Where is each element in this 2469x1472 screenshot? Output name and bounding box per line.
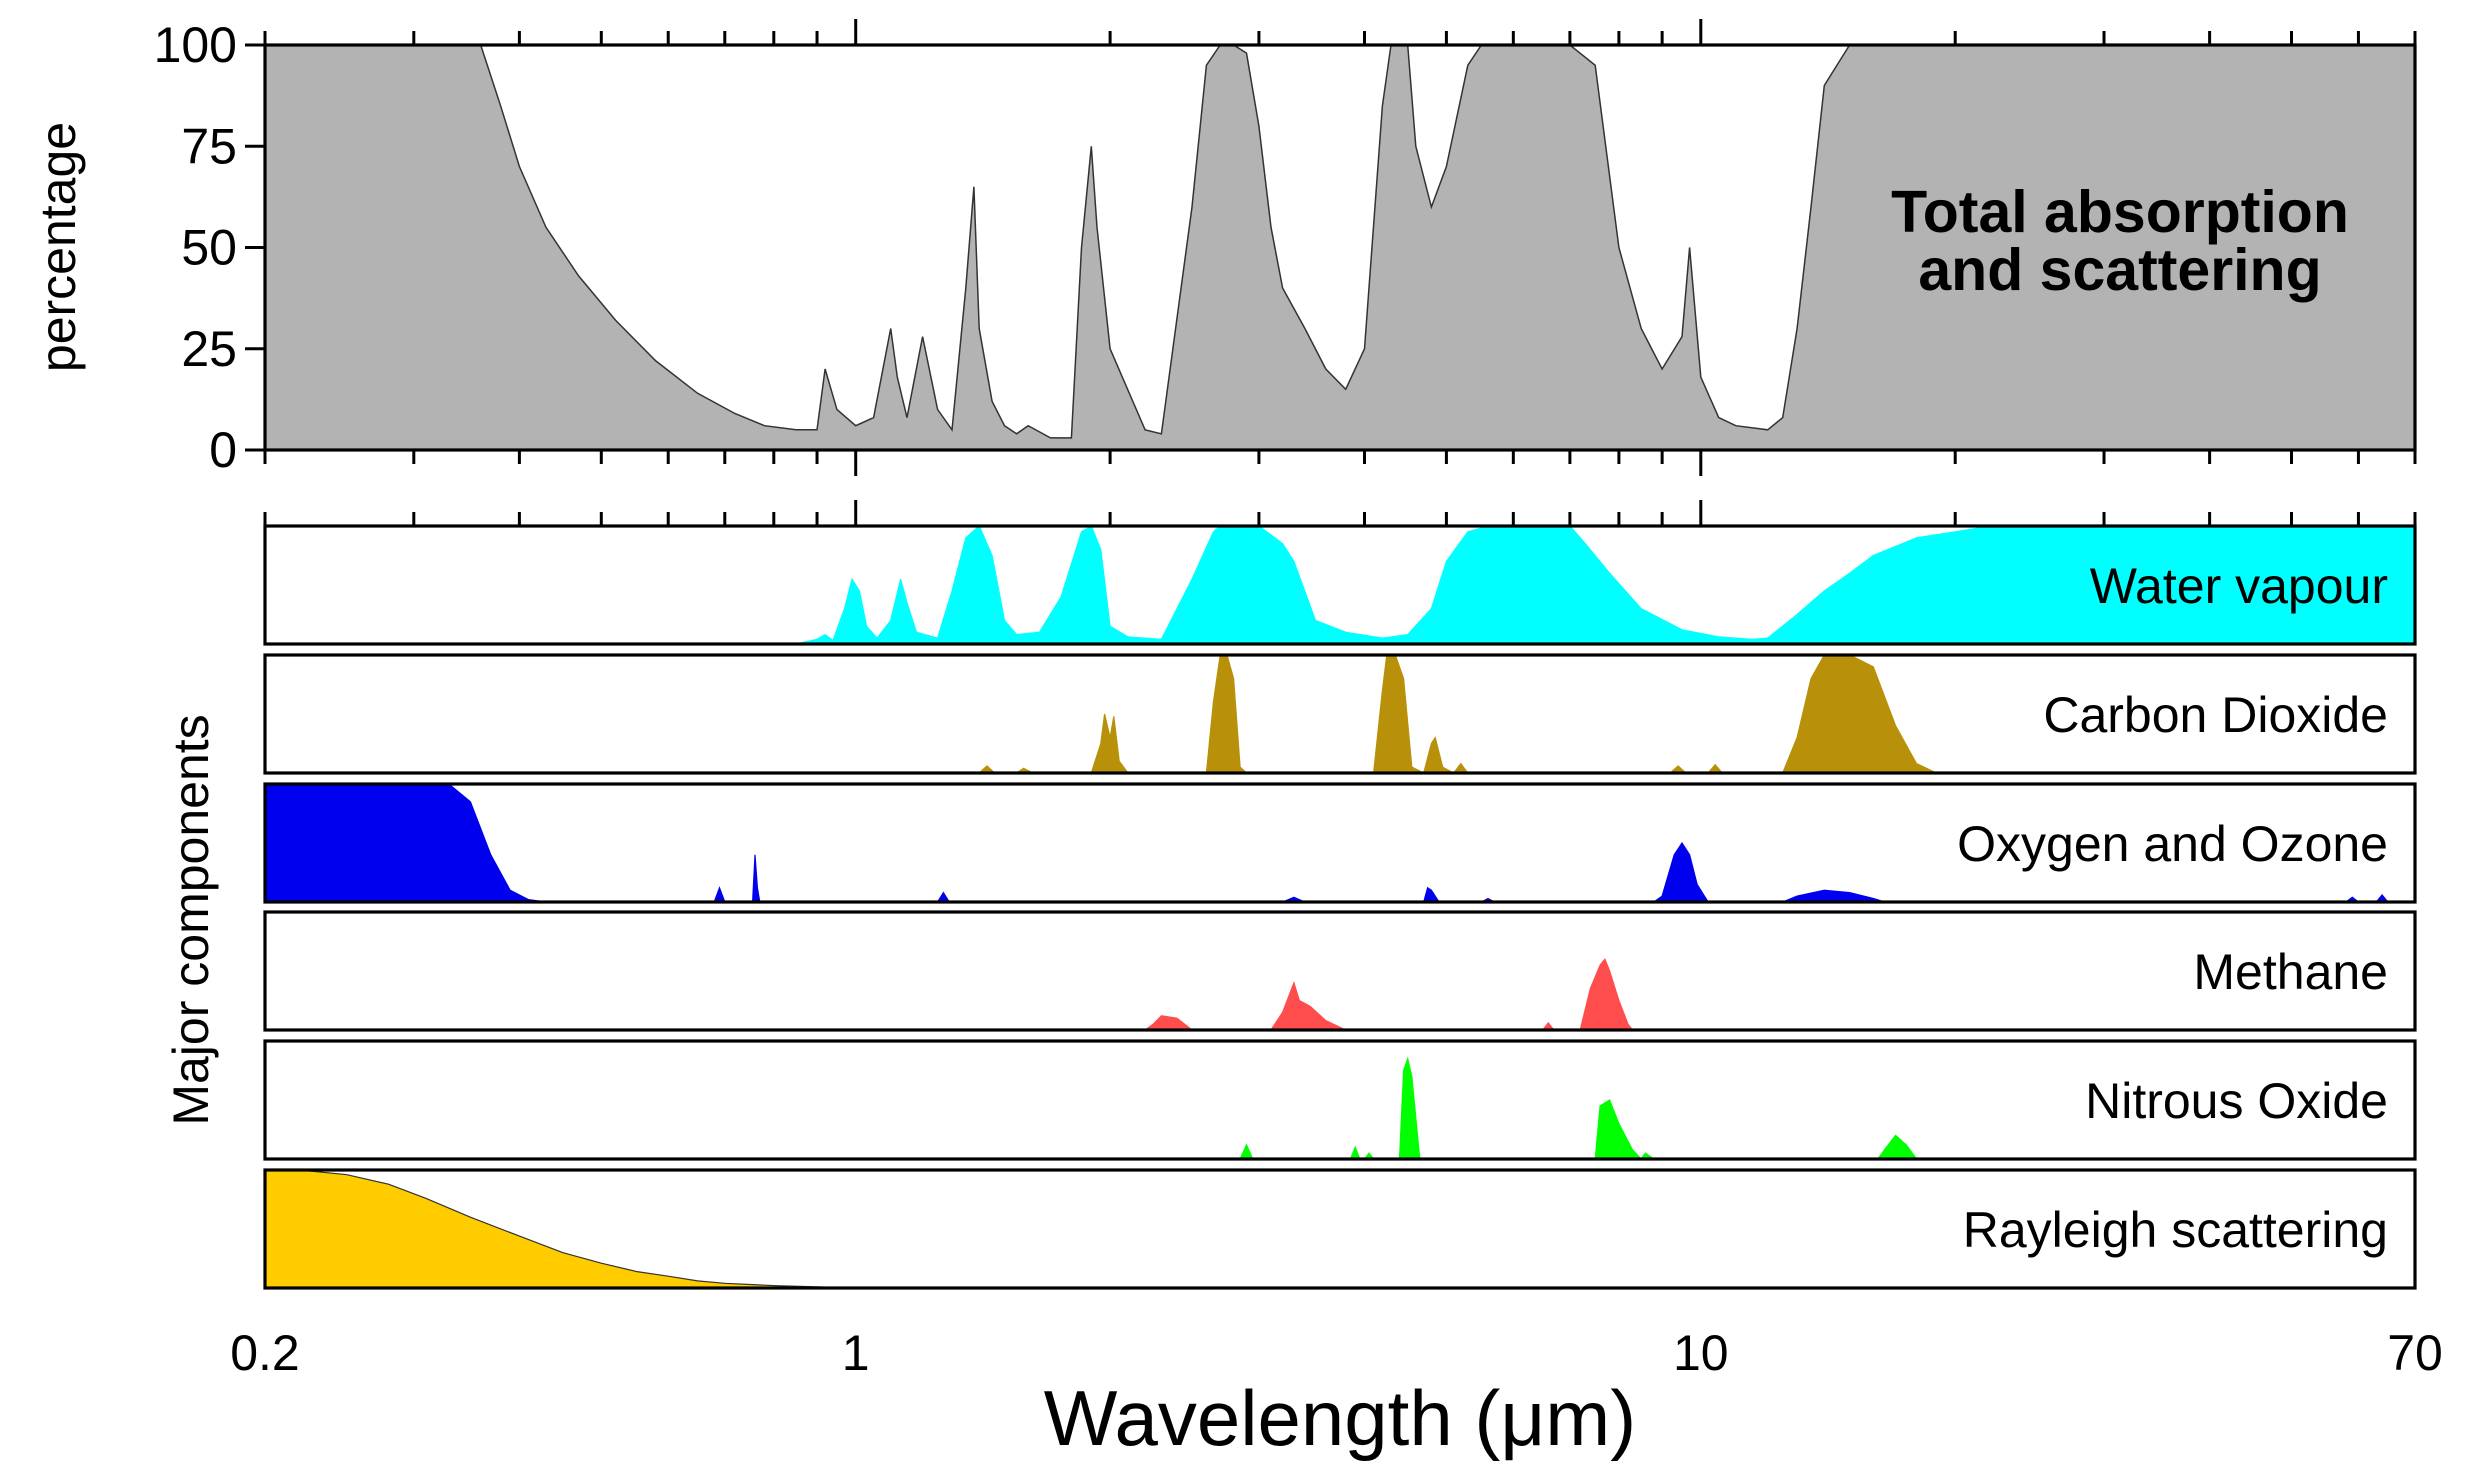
x-axis-tick-labels: 0.2 1 10 70 <box>230 1325 2443 1381</box>
total-y-axis-title: percentage <box>30 122 86 372</box>
y-tick-label: 0 <box>209 422 237 478</box>
o2o3-panel-frame <box>263 782 2417 904</box>
ch4-area <box>265 958 2415 1031</box>
y-tick-label: 100 <box>154 17 237 73</box>
total-absorption-panel: 0 25 50 75 100 percentage Total absorption a… <box>30 17 2417 478</box>
o2o3-panel-label: Oxygen and Ozone <box>1957 816 2388 872</box>
total-y-axis: 0 25 50 75 100 <box>154 17 265 478</box>
x-axis-title: Wavelength (μm) <box>1044 1374 1637 1462</box>
panel-o2o3: Oxygen and Ozone <box>263 782 2417 904</box>
panel-water: Water vapour <box>263 500 2417 646</box>
panel-ch4: Methane <box>263 910 2417 1032</box>
x-tick-label: 70 <box>2387 1325 2443 1381</box>
water-panel-frame <box>263 524 2417 646</box>
water-panel-label: Water vapour <box>2090 558 2388 614</box>
y-tick-label: 75 <box>181 118 237 174</box>
n2o-panel-frame <box>263 1039 2417 1161</box>
y-tick-label: 25 <box>181 321 237 377</box>
total-panel-label-line1: Total absorption <box>1891 179 2349 245</box>
total-panel-label-line2: and scattering <box>1918 237 2321 303</box>
x-tick-label: 1 <box>842 1325 870 1381</box>
co2-panel-label: Carbon Dioxide <box>2043 687 2388 743</box>
panel-n2o: Nitrous Oxide <box>263 1039 2417 1161</box>
x-tick-label: 10 <box>1673 1325 1729 1381</box>
panel-rayleigh: Rayleigh scattering <box>263 1168 2417 1290</box>
co2-panel-frame <box>263 653 2417 775</box>
ch4-panel-label: Methane <box>2193 944 2388 1000</box>
n2o-panel-label: Nitrous Oxide <box>2085 1073 2388 1129</box>
x-tick-label: 0.2 <box>230 1325 300 1381</box>
rayleigh-panel-frame <box>263 1168 2417 1290</box>
total-x-ticks <box>263 19 2417 476</box>
co2-area <box>265 654 2415 774</box>
major-components-axis-title: Major components <box>163 714 219 1125</box>
ch4-panel-frame <box>263 910 2417 1032</box>
total-absorption-area <box>264 44 2416 451</box>
panel-co2: Carbon Dioxide <box>263 653 2417 775</box>
rayleigh-panel-label: Rayleigh scattering <box>1963 1202 2388 1258</box>
water-area <box>265 525 2416 645</box>
y-tick-label: 50 <box>181 220 237 276</box>
major-components-panels: Water vapour Carbon Dioxide Oxygen and Ozo… <box>263 500 2417 1290</box>
